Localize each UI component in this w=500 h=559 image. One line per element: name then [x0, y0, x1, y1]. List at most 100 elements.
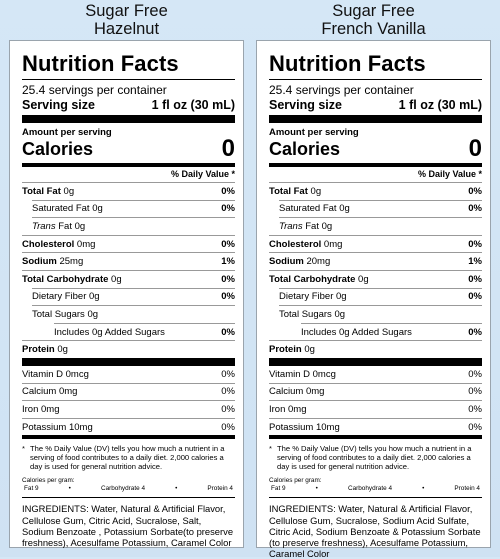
- total-fat-pct: 0%: [221, 185, 235, 197]
- vitamin-d-label: Vitamin D 0mcg: [22, 368, 89, 380]
- total-fat-value: 0g: [310, 185, 322, 197]
- calgram-carbohydrate: Carbohydrate 4: [100, 485, 146, 493]
- added-sugars-row: Includes 0g Added Sugars 0%: [54, 322, 235, 341]
- thick-divider: [269, 115, 482, 123]
- serving-size-label: Serving size: [269, 98, 342, 112]
- cholesterol-value: 0mg: [323, 238, 343, 250]
- thick-divider: [269, 357, 482, 366]
- total-carbohydrate-row: Total Carbohydrate 0g 0%: [22, 269, 235, 288]
- dietary-fiber-row: Dietary Fiber 0g 0%: [32, 287, 235, 306]
- calcium-label: Calcium 0mg: [269, 386, 325, 398]
- total-carbohydrate-pct: 0%: [468, 273, 482, 285]
- bullet: •: [315, 485, 318, 493]
- calcium-pct: 0%: [221, 386, 235, 398]
- dietary-fiber-pct: 0%: [221, 291, 235, 303]
- total-carbohydrate-label: Total Carbohydrate: [22, 273, 109, 285]
- servings-per-container: 25.4 servings per container: [22, 83, 167, 97]
- calories-label: Calories: [269, 139, 341, 159]
- medium-divider: [269, 435, 482, 440]
- calcium-row: Calcium 0mg 0%: [22, 382, 235, 401]
- nutrition-facts-title: Nutrition Facts: [269, 51, 426, 76]
- total-sugars-row: Total Sugars 0g: [32, 305, 235, 323]
- saturated-fat-pct: 0%: [221, 203, 235, 215]
- trans-fat-label: Fat 0g: [305, 220, 333, 232]
- divider: [22, 497, 235, 499]
- added-sugars-label: Includes 0g Added Sugars: [301, 326, 412, 338]
- calories-row: Calories 0: [269, 137, 482, 161]
- calgram-carbohydrate: Carbohydrate 4: [347, 485, 393, 493]
- total-fat-label: Total Fat: [269, 185, 308, 197]
- calcium-row: Calcium 0mg 0%: [269, 382, 482, 401]
- total-fat-label: Total Fat: [22, 185, 61, 197]
- calories-per-gram-title: Calories per gram:: [269, 477, 322, 485]
- cholesterol-pct: 0%: [221, 238, 235, 250]
- potassium-pct: 0%: [468, 421, 482, 433]
- protein-row: Protein 0g: [22, 340, 235, 358]
- total-fat-pct: 0%: [468, 185, 482, 197]
- added-sugars-pct: 0%: [221, 326, 235, 338]
- vitamin-d-pct: 0%: [468, 368, 482, 380]
- total-sugars-row: Total Sugars 0g: [279, 305, 482, 323]
- sodium-value: 25mg: [59, 256, 84, 268]
- potassium-label: Potassium 10mg: [269, 421, 340, 433]
- total-carbohydrate-value: 0g: [111, 273, 122, 285]
- calories-per-gram: Calories per gram: Fat 9 • Carbohydrate …: [22, 477, 235, 493]
- cholesterol-pct: 0%: [468, 238, 482, 250]
- daily-value-header: % Daily Value *: [417, 169, 482, 179]
- dietary-fiber-label: Dietary Fiber 0g: [32, 291, 100, 303]
- potassium-row: Potassium 10mg 0%: [22, 417, 235, 436]
- added-sugars-label: Includes 0g Added Sugars: [54, 326, 165, 338]
- divider: [269, 497, 482, 499]
- sodium-label: Sodium: [22, 256, 57, 268]
- sodium-pct: 1%: [221, 256, 235, 268]
- thick-divider: [22, 357, 235, 366]
- iron-row: Iron 0mg 0%: [269, 400, 482, 418]
- servings-per-container: 25.4 servings per container: [269, 83, 414, 97]
- footnote-star: *: [22, 444, 25, 454]
- thick-divider: [22, 115, 235, 123]
- ingredients-text: INGREDIENTS: Water, Natural & Artificial…: [269, 503, 481, 559]
- trans-word: Trans: [279, 220, 303, 232]
- serving-size-value: 1 fl oz (30 mL): [398, 98, 482, 112]
- calories-label: Calories: [22, 139, 94, 159]
- trans-fat-row: Trans Fat 0g: [279, 217, 482, 235]
- added-sugars-pct: 0%: [468, 326, 482, 338]
- flavor-line-1: Sugar Free: [85, 2, 168, 20]
- medium-divider: [22, 163, 235, 167]
- protein-value: 0g: [304, 344, 315, 356]
- sodium-label: Sodium: [269, 256, 304, 268]
- calcium-label: Calcium 0mg: [22, 386, 78, 398]
- total-sugars-label: Total Sugars 0g: [32, 308, 99, 320]
- cholesterol-label: Cholesterol: [22, 238, 75, 250]
- calories-per-gram-values: Fat 9 • Carbohydrate 4 • Protein 4: [269, 485, 482, 493]
- footnote-text: The % Daily Value (DV) tells you how muc…: [30, 444, 225, 472]
- cholesterol-row: Cholesterol 0mg 0%: [269, 234, 482, 253]
- dietary-fiber-label: Dietary Fiber 0g: [279, 291, 347, 303]
- daily-value-footnote: * The % Daily Value (DV) tells you how m…: [269, 444, 482, 471]
- flavor-name: Sugar Free Hazelnut: [9, 2, 244, 40]
- sodium-row: Sodium 20mg 1%: [269, 252, 482, 270]
- protein-value: 0g: [57, 344, 68, 356]
- potassium-row: Potassium 10mg 0%: [269, 417, 482, 436]
- amount-per-serving: Amount per serving: [269, 127, 359, 138]
- vitamin-d-label: Vitamin D 0mcg: [269, 368, 336, 380]
- iron-pct: 0%: [221, 403, 235, 415]
- iron-label: Iron 0mg: [22, 403, 60, 415]
- nutrition-facts-title: Nutrition Facts: [22, 51, 179, 76]
- calgram-protein: Protein 4: [207, 485, 233, 493]
- calories-per-gram: Calories per gram: Fat 9 • Carbohydrate …: [269, 477, 482, 493]
- calgram-protein: Protein 4: [454, 485, 480, 493]
- serving-size-value: 1 fl oz (30 mL): [151, 98, 235, 112]
- divider: [22, 79, 235, 80]
- iron-row: Iron 0mg 0%: [22, 400, 235, 418]
- total-fat-value: 0g: [63, 185, 75, 197]
- vitamin-d-row: Vitamin D 0mcg 0%: [22, 366, 235, 383]
- calcium-pct: 0%: [468, 386, 482, 398]
- total-carbohydrate-value: 0g: [358, 273, 369, 285]
- serving-size-row: Serving size 1 fl oz (30 mL): [269, 97, 482, 113]
- potassium-label: Potassium 10mg: [22, 421, 93, 433]
- trans-fat-label: Fat 0g: [58, 220, 86, 232]
- total-carbohydrate-pct: 0%: [221, 273, 235, 285]
- saturated-fat-row: Saturated Fat 0g 0%: [32, 199, 235, 218]
- nutrition-facts-panel: Nutrition Facts 25.4 servings per contai…: [9, 40, 244, 548]
